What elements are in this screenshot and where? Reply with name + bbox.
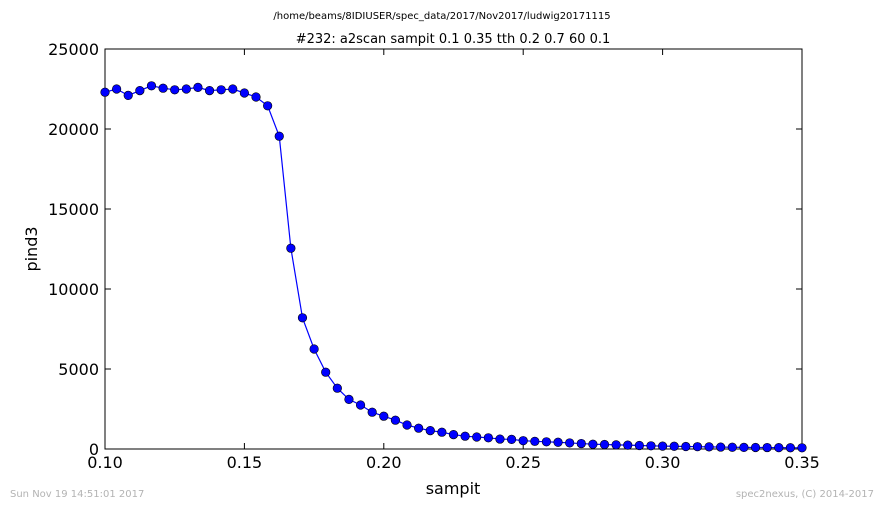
data-point <box>123 90 133 100</box>
y-tick-label: 25000 <box>48 40 99 59</box>
y-tick-label: 10000 <box>48 280 99 299</box>
data-point <box>704 442 714 452</box>
file-path-header: /home/beams/8IDIUSER/spec_data/2017/Nov2… <box>273 11 610 22</box>
data-series <box>100 81 807 453</box>
x-axis-label: sampit <box>426 479 481 498</box>
x-tick-label: 0.10 <box>87 453 123 472</box>
chart-title: #232: a2scan sampit 0.1 0.35 tth 0.2 0.7… <box>296 32 611 47</box>
data-point <box>483 433 493 443</box>
data-point <box>367 407 377 417</box>
data-point <box>379 411 389 421</box>
data-point <box>611 440 621 450</box>
y-tick-label: 15000 <box>48 200 99 219</box>
data-point <box>506 434 517 445</box>
data-point <box>181 84 191 94</box>
data-point <box>518 436 528 446</box>
x-tick-label: 0.20 <box>366 453 402 472</box>
data-point <box>390 415 401 425</box>
data-point <box>344 394 354 405</box>
data-point <box>402 420 412 430</box>
data-point <box>414 423 424 433</box>
data-point <box>355 400 366 410</box>
plot-frame <box>104 48 803 450</box>
data-point <box>425 426 435 436</box>
x-tick-label: 0.25 <box>505 453 541 472</box>
data-point <box>692 442 703 452</box>
data-point <box>541 437 552 447</box>
data-point <box>588 439 598 449</box>
data-point <box>669 441 679 451</box>
data-point <box>565 438 575 448</box>
data-point <box>785 443 795 453</box>
data-point <box>112 84 122 94</box>
x-tick-label: 0.30 <box>645 453 681 472</box>
x-tick-label: 0.15 <box>227 453 263 472</box>
data-point <box>739 442 749 453</box>
y-tick-label: 5000 <box>58 360 99 379</box>
data-point <box>495 434 505 444</box>
credit-footer: spec2nexus, (C) 2014-2017 <box>735 489 874 500</box>
data-point <box>774 443 784 453</box>
data-point <box>576 438 586 449</box>
data-point <box>634 440 644 451</box>
x-tick-label: 0.35 <box>784 453 820 472</box>
data-point <box>716 442 726 452</box>
data-point <box>204 85 215 96</box>
data-point <box>228 84 238 94</box>
data-point <box>762 442 772 453</box>
data-point <box>623 440 633 450</box>
data-point <box>100 87 110 97</box>
y-tick-label: 0 <box>89 440 99 459</box>
data-point <box>135 85 145 96</box>
data-point <box>460 431 470 441</box>
y-axis-label: pind3 <box>22 226 41 271</box>
data-point <box>472 432 482 442</box>
data-point <box>274 131 284 141</box>
axis-ticks: 0.10 0.15 0.20 0.25 0.30 0.35 0 5000 10000 15000 2… <box>48 40 820 472</box>
data-point <box>727 442 737 452</box>
data-point <box>530 436 540 446</box>
data-point <box>251 92 261 102</box>
data-point <box>193 82 203 92</box>
data-point <box>657 441 668 451</box>
data-point <box>437 427 447 437</box>
data-point <box>797 443 807 453</box>
data-point <box>681 441 691 452</box>
data-point <box>332 383 342 393</box>
data-point <box>646 441 656 451</box>
data-point <box>146 81 157 91</box>
data-point <box>263 101 273 111</box>
data-point <box>599 439 610 450</box>
data-point <box>448 430 459 440</box>
data-point <box>553 437 563 447</box>
data-point <box>309 344 319 354</box>
data-point <box>297 313 308 323</box>
data-point <box>170 85 180 95</box>
data-point <box>158 83 168 93</box>
data-point <box>750 442 761 453</box>
data-point <box>239 88 249 98</box>
y-tick-label: 20000 <box>48 120 99 139</box>
data-point <box>216 85 226 95</box>
data-point <box>286 243 296 253</box>
timestamp-footer: Sun Nov 19 14:51:01 2017 <box>10 489 145 500</box>
data-point <box>321 367 331 377</box>
